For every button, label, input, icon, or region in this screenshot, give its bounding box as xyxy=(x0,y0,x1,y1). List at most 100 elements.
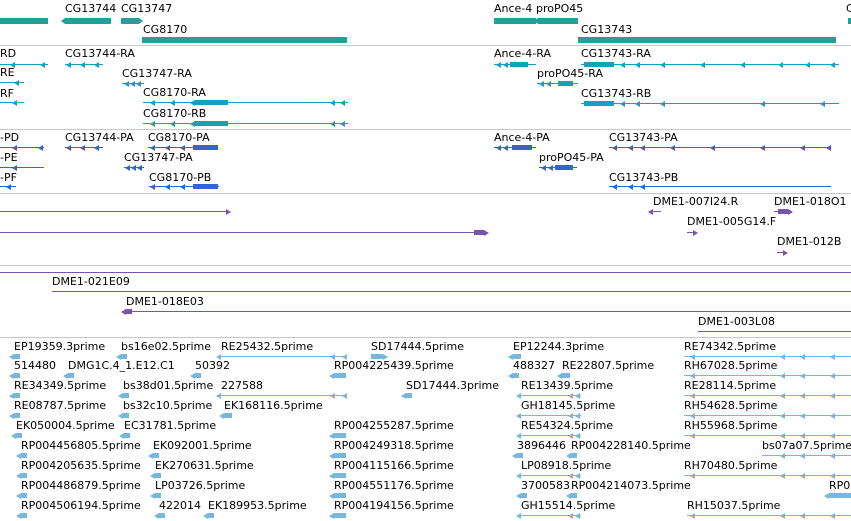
feature-label[interactable]: RP004228140.5prime xyxy=(571,439,691,452)
feature-label[interactable]: CG13747-RA xyxy=(122,67,192,80)
feature-label[interactable]: -PF xyxy=(0,171,17,184)
feature-label[interactable]: proPO45-RA xyxy=(537,67,603,80)
feature-label[interactable]: RP004249318.5prime xyxy=(334,439,454,452)
feature-label[interactable]: EK270631.5prime xyxy=(155,459,254,472)
feature-label[interactable]: RP004551176.5prime xyxy=(334,479,454,492)
feature-label[interactable]: RE08787.5prime xyxy=(14,399,107,412)
feature-label[interactable]: RP004194156.5prime xyxy=(334,499,454,512)
feature-label[interactable]: CG13743-PB xyxy=(609,171,679,184)
feature-label[interactable]: CG13744 xyxy=(65,2,117,15)
feature-label[interactable]: CG8170-RA xyxy=(143,86,206,99)
feature-label[interactable]: EK189953.5prime xyxy=(208,499,307,512)
feature-label[interactable]: RE34349.5prime xyxy=(14,379,107,392)
feature-label[interactable]: DME1-021E09 xyxy=(52,275,130,288)
feature-label[interactable]: RP004214073.5prime xyxy=(571,479,691,492)
feature-label[interactable]: CG13747-PA xyxy=(124,151,193,164)
feature-label[interactable]: GH15514.5prime xyxy=(521,499,616,512)
feature-label[interactable]: bs38d01.5prime xyxy=(123,379,214,392)
feature-label[interactable]: 422014 xyxy=(159,499,201,512)
feature-label[interactable]: CG13743 xyxy=(581,23,633,36)
feature-line xyxy=(687,232,693,233)
feature-label[interactable]: -PD xyxy=(0,131,20,144)
feature-label[interactable]: 488327 xyxy=(513,359,555,372)
feature-label[interactable]: EK168116.5prime xyxy=(224,399,323,412)
feature-label[interactable]: RP004115166.5prime xyxy=(334,459,454,472)
feature-label[interactable]: RH54628.5prime xyxy=(684,399,778,412)
feature-label[interactable]: Ance-4 xyxy=(494,2,533,15)
feature-label[interactable]: -PE xyxy=(0,151,18,164)
feature-label[interactable]: CG13744-PA xyxy=(65,131,134,144)
feature-label[interactable]: SD17444.5prime xyxy=(371,340,464,353)
feature-label[interactable]: CG13744-RA xyxy=(65,47,135,60)
feature-label[interactable]: bs07a07.5prime xyxy=(762,439,851,452)
feature-label[interactable]: RE54324.5prime xyxy=(521,419,614,432)
feature-label[interactable]: RP004486879.5prime xyxy=(21,479,141,492)
feature-label[interactable]: bs32c10.5prime xyxy=(123,399,213,412)
feature-label[interactable]: CG8170 xyxy=(143,23,188,36)
feature-label[interactable]: 514480 xyxy=(14,359,56,372)
feature-line xyxy=(609,186,831,187)
feature-label[interactable]: RE xyxy=(0,66,15,79)
feature-label[interactable]: bs16e02.5prime xyxy=(121,340,212,353)
feature-label[interactable]: RF xyxy=(0,87,14,100)
track-separator xyxy=(0,193,851,194)
feature-label[interactable]: 50392 xyxy=(195,359,230,372)
feature-label[interactable]: RE28114.5prime xyxy=(684,379,777,392)
feature-label[interactable]: LP03726.5prime xyxy=(155,479,246,492)
feature-label[interactable]: Ance-4-PA xyxy=(494,131,550,144)
feature-label[interactable]: EP19359.3prime xyxy=(14,340,106,353)
feature-label[interactable]: CG8170-PA xyxy=(148,131,210,144)
feature-label[interactable]: RE25432.5prime xyxy=(221,340,314,353)
strand-arrow-icon xyxy=(94,145,99,151)
feature-label[interactable]: 3896446 xyxy=(517,439,566,452)
feature-label[interactable]: LP08918.5prime xyxy=(521,459,612,472)
feature-label[interactable]: RH15037.5prime xyxy=(687,499,781,512)
feature-label[interactable]: Ance-4-RA xyxy=(494,47,551,60)
feature-label[interactable]: 227588 xyxy=(221,379,263,392)
feature-label[interactable]: DME1-018E03 xyxy=(126,295,204,308)
feature-label[interactable]: CG13743-PA xyxy=(609,131,678,144)
strand-arrow-icon xyxy=(710,145,715,151)
feature-label[interactable]: CG8170-RB xyxy=(143,107,207,120)
feature-label[interactable]: proPO45 xyxy=(536,2,584,15)
feature-label[interactable]: RP004225439.5prime xyxy=(334,359,454,372)
strand-arrow-icon xyxy=(780,354,785,360)
feature-label[interactable]: EK092001.5prime xyxy=(153,439,252,452)
feature-label[interactable]: RP0 xyxy=(829,479,851,492)
feature-label[interactable]: RH70480.5prime xyxy=(684,459,778,472)
feature-label[interactable]: RP004255287.5prime xyxy=(334,419,454,432)
feature-label[interactable]: RE13439.5prime xyxy=(521,379,614,392)
feature-label[interactable]: CG13747 xyxy=(121,2,173,15)
feature-label[interactable]: RE74342.5prime xyxy=(684,340,777,353)
feature-label[interactable]: RH67028.5prime xyxy=(684,359,778,372)
feature-label[interactable]: DME1-005G14.F xyxy=(687,215,777,228)
feature-label[interactable]: SD17444.3prime xyxy=(406,379,499,392)
strand-arrow-icon xyxy=(63,373,68,379)
feature-label[interactable]: GH18145.5prime xyxy=(521,399,616,412)
feature-label[interactable]: RD xyxy=(0,47,17,60)
feature-label[interactable]: DMG1C.4_1.E12.C1 xyxy=(68,359,175,372)
track-separator xyxy=(0,45,851,46)
feature-label[interactable]: CG13743-RA xyxy=(581,47,651,60)
feature-label[interactable]: RE22807.5prime xyxy=(562,359,655,372)
feature-label[interactable]: C xyxy=(846,2,851,15)
feature-label[interactable]: 3700583 xyxy=(521,479,570,492)
feature-label[interactable]: RP004456805.5prime xyxy=(21,439,141,452)
feature-label[interactable]: EK050004.5prime xyxy=(16,419,115,432)
feature-label[interactable]: CG8170-PB xyxy=(149,171,212,184)
feature-label[interactable]: DME1-007I24.R xyxy=(653,195,739,208)
strand-arrow-icon xyxy=(780,373,785,379)
feature-label[interactable]: RP004506194.5prime xyxy=(21,499,141,512)
feature-label[interactable]: RH55968.5prime xyxy=(684,419,778,432)
feature-label[interactable]: RP004205635.5prime xyxy=(21,459,141,472)
strand-arrow-icon xyxy=(330,393,335,399)
feature-label[interactable]: proPO45-PA xyxy=(539,151,604,164)
feature-label[interactable]: CG13743-RB xyxy=(581,87,652,100)
feature-label[interactable]: EC31781.5prime xyxy=(124,419,217,432)
strand-arrow-icon xyxy=(136,81,141,87)
feature-label[interactable]: EP12244.3prime xyxy=(513,340,605,353)
feature-label[interactable]: DME1-003L08 xyxy=(698,315,775,328)
feature-label[interactable]: DME1-018O1 xyxy=(774,195,847,208)
feature-label[interactable]: DME1-012B xyxy=(777,235,842,248)
